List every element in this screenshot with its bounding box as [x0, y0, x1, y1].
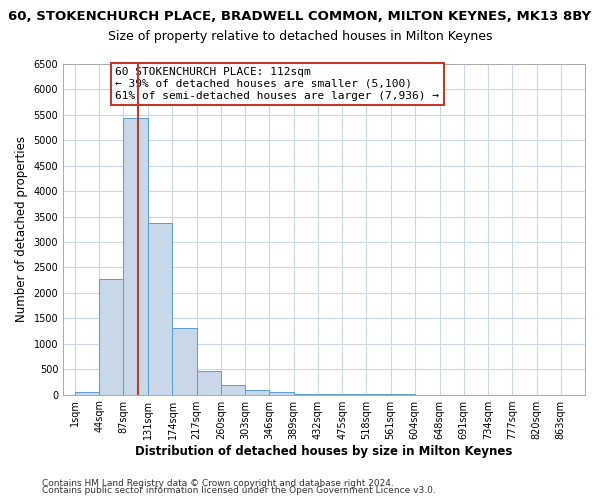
- Bar: [245, 390, 269, 394]
- Text: 60, STOKENCHURCH PLACE, BRADWELL COMMON, MILTON KEYNES, MK13 8BY: 60, STOKENCHURCH PLACE, BRADWELL COMMON,…: [8, 10, 592, 23]
- X-axis label: Distribution of detached houses by size in Milton Keynes: Distribution of detached houses by size …: [136, 444, 513, 458]
- Bar: [124, 118, 148, 394]
- Y-axis label: Number of detached properties: Number of detached properties: [15, 136, 28, 322]
- Text: 60 STOKENCHURCH PLACE: 112sqm
← 39% of detached houses are smaller (5,100)
61% o: 60 STOKENCHURCH PLACE: 112sqm ← 39% of d…: [115, 68, 439, 100]
- Bar: [269, 392, 293, 394]
- Text: Contains HM Land Registry data © Crown copyright and database right 2024.: Contains HM Land Registry data © Crown c…: [42, 478, 394, 488]
- Bar: [99, 279, 124, 394]
- Text: Size of property relative to detached houses in Milton Keynes: Size of property relative to detached ho…: [108, 30, 492, 43]
- Bar: [75, 392, 99, 394]
- Bar: [172, 328, 197, 394]
- Bar: [148, 222, 172, 394]
- Text: Contains public sector information licensed under the Open Government Licence v3: Contains public sector information licen…: [42, 486, 436, 495]
- Bar: [221, 385, 245, 394]
- Bar: [197, 370, 221, 394]
